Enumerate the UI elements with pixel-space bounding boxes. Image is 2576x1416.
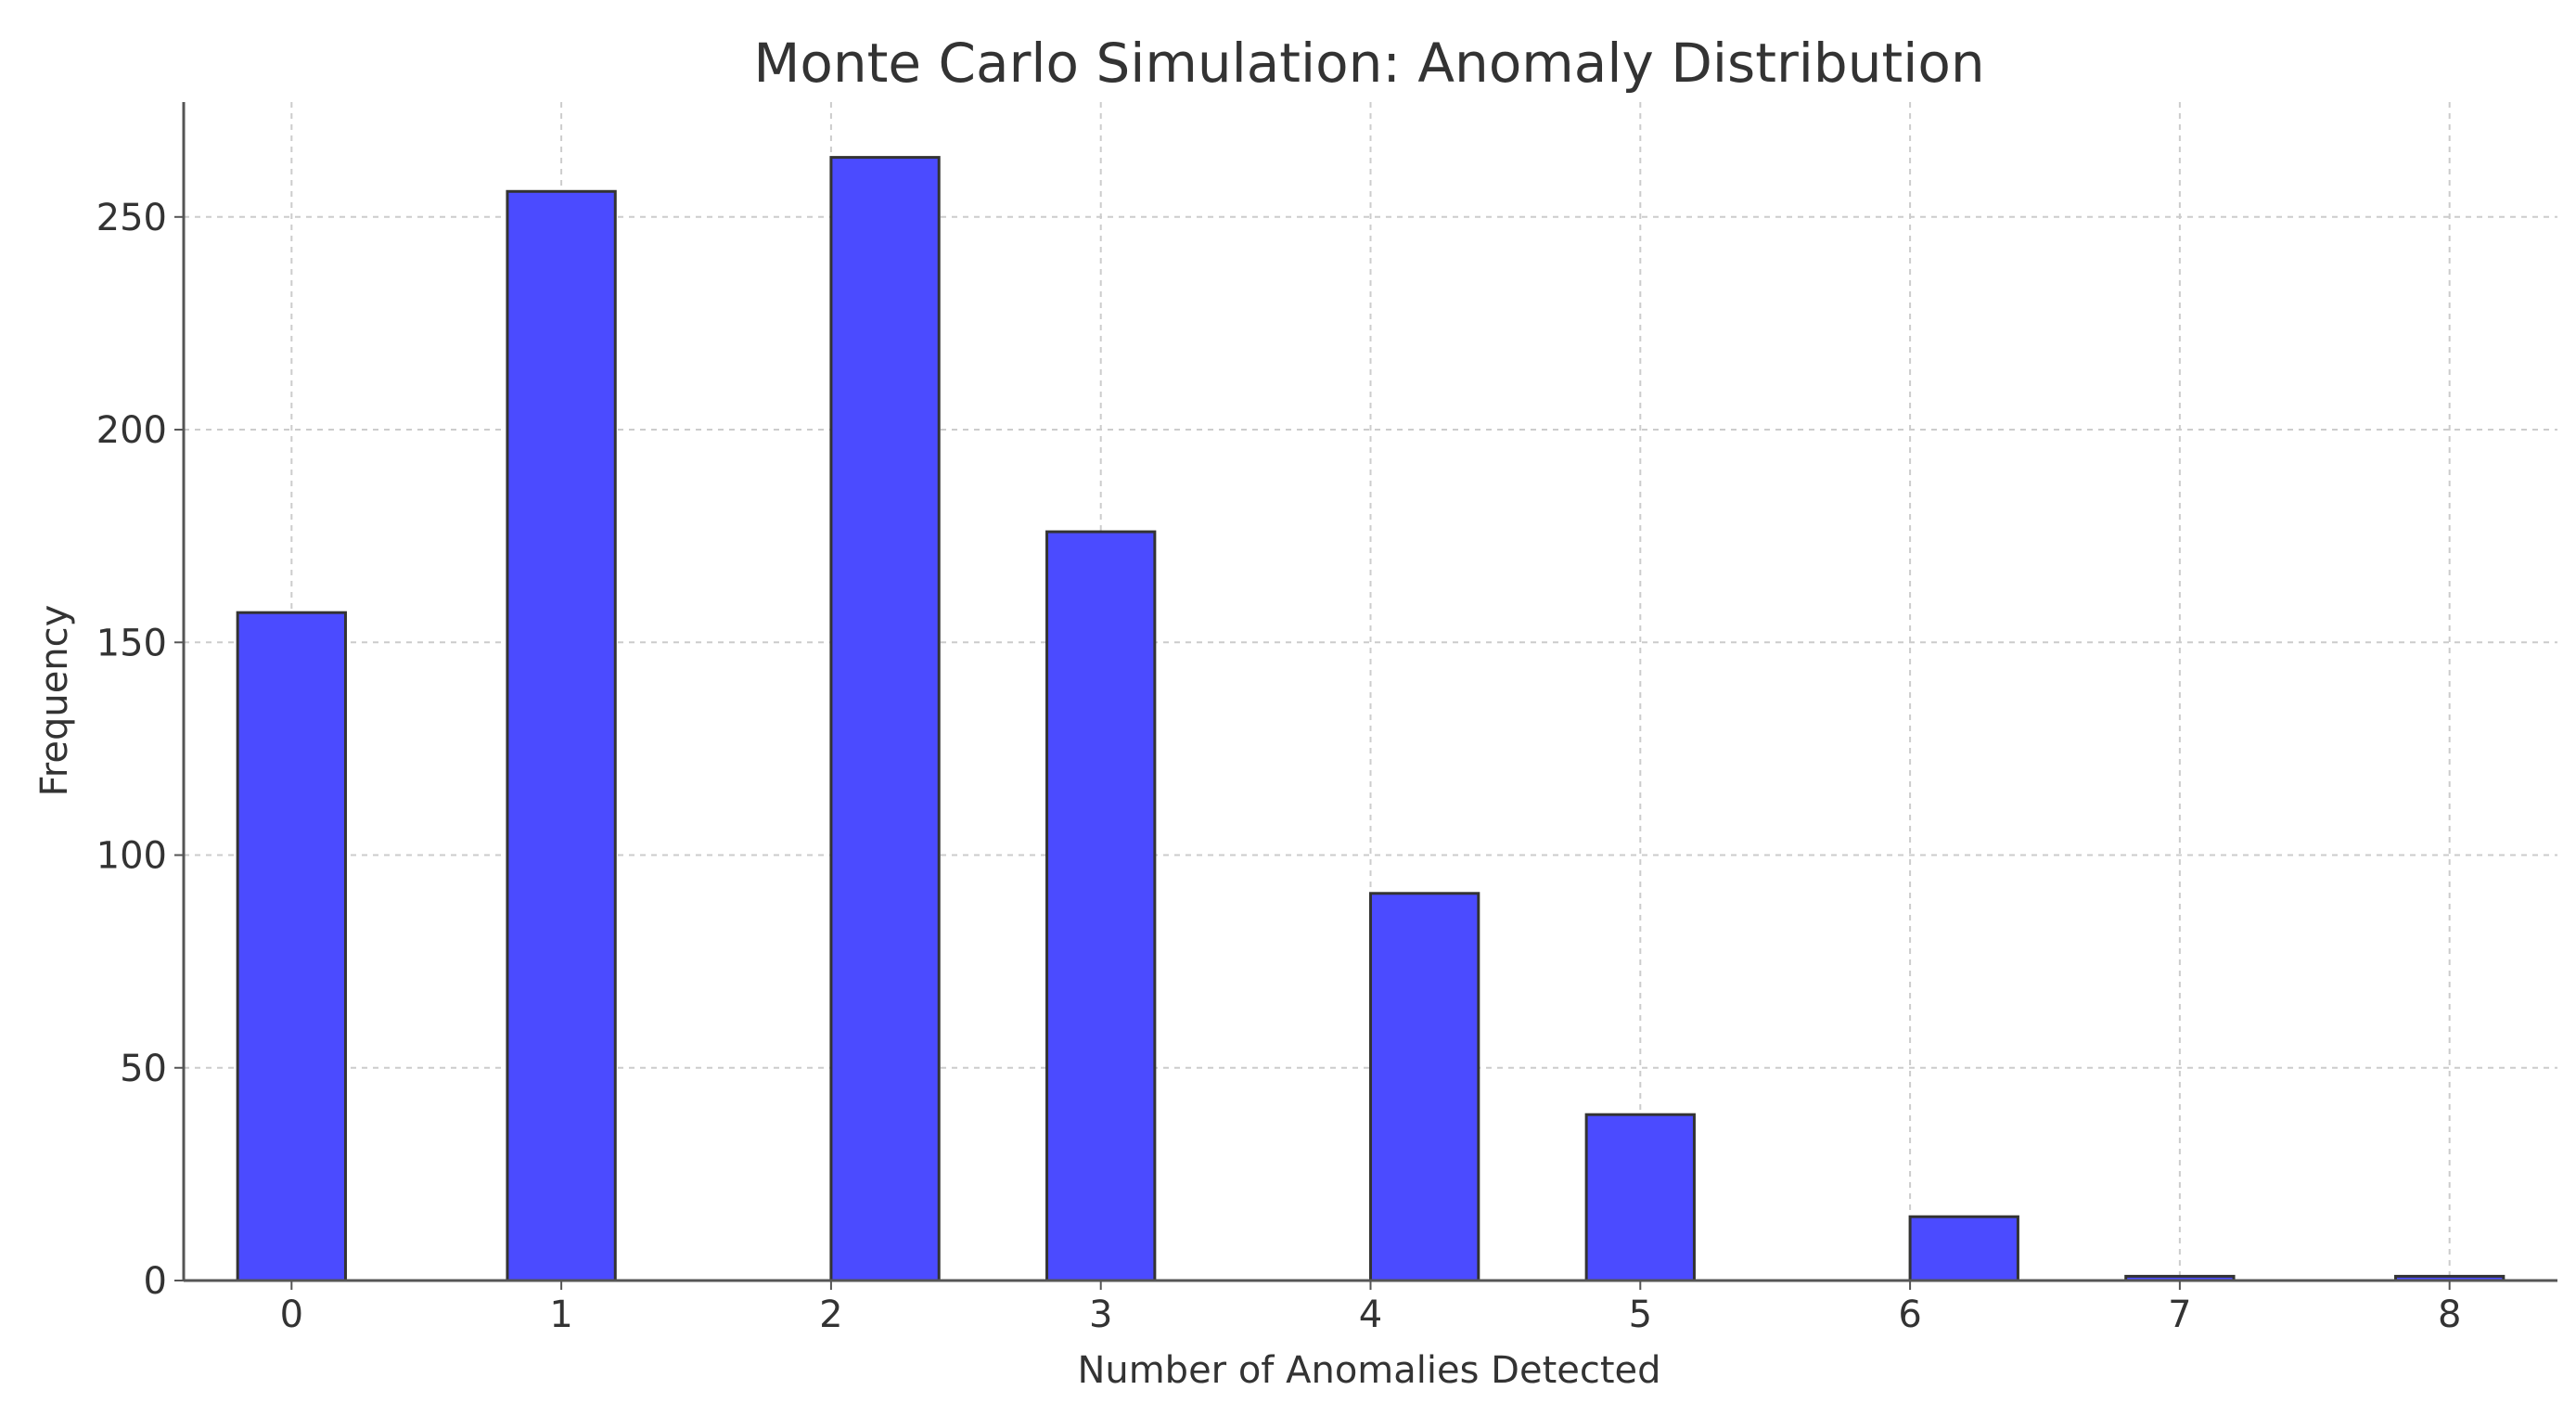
y-tick-label: 100 — [96, 835, 167, 878]
x-axis-label: Number of Anomalies Detected — [1077, 1349, 1660, 1392]
x-tick-label: 4 — [1359, 1294, 1382, 1336]
y-tick-label: 250 — [96, 197, 167, 239]
bar-6 — [1908, 1215, 2019, 1282]
x-tick-label: 6 — [1898, 1294, 1921, 1336]
bar-2 — [829, 156, 941, 1282]
bars-group — [236, 156, 2506, 1282]
bar-0 — [236, 611, 347, 1282]
y-tick-label: 0 — [144, 1260, 167, 1303]
x-tick-label: 7 — [2168, 1294, 2191, 1336]
x-tick-label: 3 — [1089, 1294, 1112, 1336]
x-tick-label: 1 — [549, 1294, 572, 1336]
x-tick-label: 5 — [1629, 1294, 1652, 1336]
chart-title: Monte Carlo Simulation: Anomaly Distribu… — [753, 32, 1984, 95]
y-tick-label: 150 — [96, 622, 167, 664]
bar-5 — [1584, 1113, 1696, 1282]
x-tick-label: 8 — [2438, 1294, 2461, 1336]
x-tick-label: 0 — [280, 1294, 303, 1336]
bar-4 — [1369, 892, 1480, 1282]
y-tick-label: 50 — [120, 1048, 167, 1090]
y-axis-label: Frequency — [33, 605, 76, 797]
bar-1 — [506, 189, 617, 1282]
y-tick-label: 200 — [96, 409, 167, 452]
bar-3 — [1045, 530, 1157, 1282]
x-tick-label: 2 — [819, 1294, 842, 1336]
tick-labels: 0 1 2 3 4 5 6 7 8 0 50 100 150 200 250 — [96, 197, 2462, 1336]
